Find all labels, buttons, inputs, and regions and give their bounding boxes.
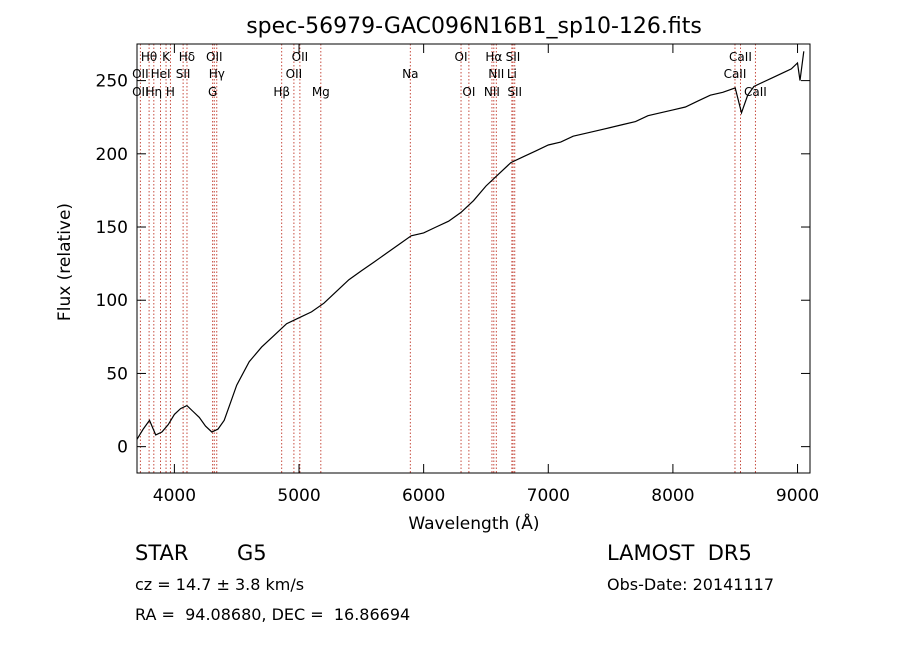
line-label: Hδ xyxy=(179,50,195,64)
line-label: SII xyxy=(507,85,522,99)
x-axis-ticks: 4000 5000 6000 7000 8000 9000 xyxy=(153,44,819,506)
spectral-line-markers xyxy=(139,44,756,473)
x-tick-label: 4000 xyxy=(153,486,196,506)
x-tick-label: 7000 xyxy=(527,486,570,506)
x-tick-label: 8000 xyxy=(651,486,694,506)
line-label: OII xyxy=(206,50,223,64)
line-label: K xyxy=(162,50,171,64)
line-label: CaII xyxy=(729,50,752,64)
object-class: STAR xyxy=(135,541,188,565)
x-tick-label: 6000 xyxy=(402,486,445,506)
line-label: OII xyxy=(132,67,149,81)
line-label: H xyxy=(166,85,175,99)
survey-name: LAMOST DR5 xyxy=(607,541,752,565)
line-label: OI xyxy=(462,85,475,99)
y-tick-label: 150 xyxy=(96,218,128,238)
chart-title: spec-56979-GAC096N16B1_sp10-126.fits xyxy=(246,14,702,39)
line-label: SII xyxy=(506,50,521,64)
y-tick-label: 200 xyxy=(96,145,128,165)
line-label: Hγ xyxy=(209,67,225,81)
line-label: NII xyxy=(484,85,500,99)
line-label: OII xyxy=(132,85,149,99)
redshift-text: cz = 14.7 ± 3.8 km/s xyxy=(135,575,304,594)
series-group xyxy=(136,51,805,440)
y-axis-ticks: 0 50 100 150 200 250 xyxy=(96,72,810,458)
line-label: Hα xyxy=(485,50,502,64)
line-label: Hθ xyxy=(141,50,157,64)
line-label: OI xyxy=(455,50,468,64)
y-tick-label: 250 xyxy=(96,72,128,92)
line-label: Hβ xyxy=(273,85,290,99)
obs-date: Obs-Date: 20141117 xyxy=(607,575,774,594)
x-tick-label: 5000 xyxy=(277,486,320,506)
line-label: Hη xyxy=(146,85,163,99)
line-label: Li xyxy=(507,67,517,81)
y-tick-label: 0 xyxy=(117,438,128,458)
spectrum-line xyxy=(136,51,805,440)
plot-frame xyxy=(136,43,811,474)
line-label: Mg xyxy=(312,85,330,99)
coordinates: RA = 94.08680, DEC = 16.86694 xyxy=(135,605,410,624)
line-label: G xyxy=(208,85,217,99)
line-label: NII xyxy=(488,67,504,81)
line-label: SII xyxy=(176,67,191,81)
line-label: CaII xyxy=(724,67,747,81)
line-label: CaII xyxy=(744,85,767,99)
line-label: OII xyxy=(292,50,309,64)
y-tick-label: 50 xyxy=(106,364,128,384)
x-axis-label: Wavelength (Å) xyxy=(408,512,539,534)
y-tick-label: 100 xyxy=(96,291,128,311)
x-tick-label: 9000 xyxy=(776,486,819,506)
object-subclass: G5 xyxy=(237,541,267,565)
y-axis-label: Flux (relative) xyxy=(55,203,75,321)
line-label: HeI xyxy=(151,67,171,81)
line-label: Na xyxy=(402,67,418,81)
line-label: OII xyxy=(286,67,303,81)
